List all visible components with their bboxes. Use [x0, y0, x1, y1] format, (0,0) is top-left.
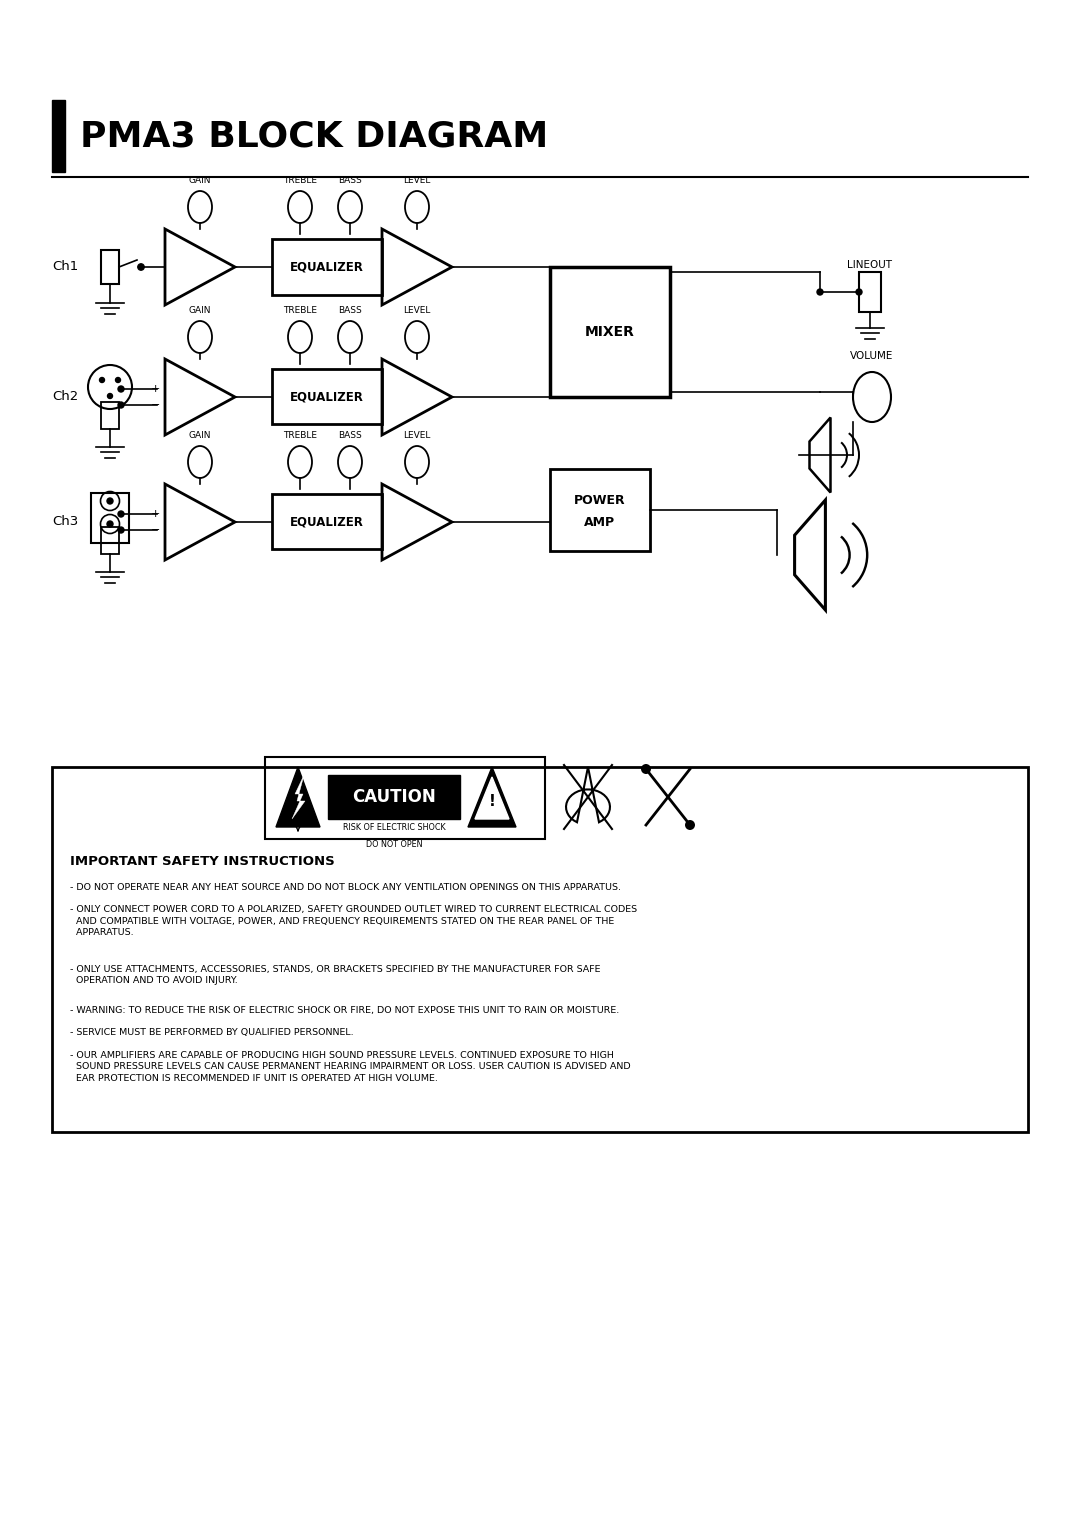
Text: BASS: BASS — [338, 176, 362, 185]
Text: BASS: BASS — [338, 431, 362, 440]
Bar — [550, 469, 650, 551]
Text: BASS: BASS — [338, 305, 362, 315]
Text: PMA3 BLOCK DIAGRAM: PMA3 BLOCK DIAGRAM — [80, 121, 549, 154]
Text: IMPORTANT SAFETY INSTRUCTIONS: IMPORTANT SAFETY INSTRUCTIONS — [70, 855, 335, 867]
Text: LEVEL: LEVEL — [403, 176, 431, 185]
Text: Ch2: Ch2 — [52, 391, 78, 403]
Circle shape — [816, 289, 823, 295]
Text: GAIN: GAIN — [189, 305, 212, 315]
Text: - WARNING: TO REDUCE THE RISK OF ELECTRIC SHOCK OR FIRE, DO NOT EXPOSE THIS UNIT: - WARNING: TO REDUCE THE RISK OF ELECTRI… — [70, 1006, 619, 1015]
Text: EQUALIZER: EQUALIZER — [291, 261, 364, 273]
Text: RISK OF ELECTRIC SHOCK: RISK OF ELECTRIC SHOCK — [342, 823, 445, 832]
Circle shape — [108, 394, 112, 399]
Bar — [52, 99, 65, 173]
Bar — [272, 240, 382, 295]
Circle shape — [685, 820, 696, 831]
Text: LEVEL: LEVEL — [403, 305, 431, 315]
Text: DO NOT OPEN: DO NOT OPEN — [366, 840, 422, 849]
Circle shape — [642, 764, 651, 774]
Circle shape — [118, 527, 124, 533]
Circle shape — [107, 498, 113, 504]
Text: TREBLE: TREBLE — [283, 305, 318, 315]
Text: LINEOUT: LINEOUT — [848, 260, 892, 270]
Text: +: + — [150, 508, 160, 519]
Text: CAUTION: CAUTION — [352, 788, 436, 806]
Circle shape — [118, 386, 124, 392]
Text: VOLUME: VOLUME — [850, 351, 893, 360]
Text: - ONLY CONNECT POWER CORD TO A POLARIZED, SAFETY GROUNDED OUTLET WIRED TO CURREN: - ONLY CONNECT POWER CORD TO A POLARIZED… — [70, 906, 637, 938]
Text: - OUR AMPLIFIERS ARE CAPABLE OF PRODUCING HIGH SOUND PRESSURE LEVELS. CONTINUED : - OUR AMPLIFIERS ARE CAPABLE OF PRODUCIN… — [70, 1051, 631, 1083]
Text: - DO NOT OPERATE NEAR ANY HEAT SOURCE AND DO NOT BLOCK ANY VENTILATION OPENINGS : - DO NOT OPERATE NEAR ANY HEAT SOURCE AN… — [70, 883, 621, 892]
Text: - SERVICE MUST BE PERFORMED BY QUALIFIED PERSONNEL.: - SERVICE MUST BE PERFORMED BY QUALIFIED… — [70, 1028, 353, 1037]
Text: MIXER: MIXER — [585, 325, 635, 339]
Polygon shape — [276, 767, 320, 828]
Text: −: − — [150, 400, 160, 411]
Text: GAIN: GAIN — [189, 176, 212, 185]
Text: !: ! — [488, 794, 496, 809]
Bar — [102, 402, 119, 429]
Bar — [272, 370, 382, 425]
Text: +: + — [150, 383, 160, 394]
Text: AMP: AMP — [584, 516, 616, 530]
Circle shape — [118, 512, 124, 518]
Circle shape — [856, 289, 862, 295]
Text: EQUALIZER: EQUALIZER — [291, 516, 364, 528]
Text: GAIN: GAIN — [189, 431, 212, 440]
Bar — [52, 767, 1028, 1132]
Bar — [859, 272, 881, 312]
Text: Ch1: Ch1 — [52, 261, 78, 273]
Bar — [91, 493, 129, 544]
Text: EQUALIZER: EQUALIZER — [291, 391, 364, 403]
Text: LEVEL: LEVEL — [403, 431, 431, 440]
Text: TREBLE: TREBLE — [283, 176, 318, 185]
Text: Ch3: Ch3 — [52, 516, 78, 528]
Circle shape — [107, 521, 113, 527]
Text: −: − — [150, 525, 160, 534]
Bar — [265, 757, 545, 838]
Text: POWER: POWER — [575, 493, 625, 507]
Text: TREBLE: TREBLE — [283, 431, 318, 440]
Polygon shape — [475, 777, 509, 818]
Bar — [272, 495, 382, 550]
Bar — [550, 267, 670, 397]
Polygon shape — [468, 767, 516, 828]
Bar — [102, 250, 119, 284]
Polygon shape — [292, 776, 305, 818]
Circle shape — [118, 402, 124, 408]
Circle shape — [116, 377, 121, 382]
Circle shape — [138, 264, 145, 270]
Bar — [328, 776, 460, 818]
Bar — [102, 527, 119, 554]
Circle shape — [99, 377, 105, 382]
Text: - ONLY USE ATTACHMENTS, ACCESSORIES, STANDS, OR BRACKETS SPECIFIED BY THE MANUFA: - ONLY USE ATTACHMENTS, ACCESSORIES, STA… — [70, 965, 600, 985]
